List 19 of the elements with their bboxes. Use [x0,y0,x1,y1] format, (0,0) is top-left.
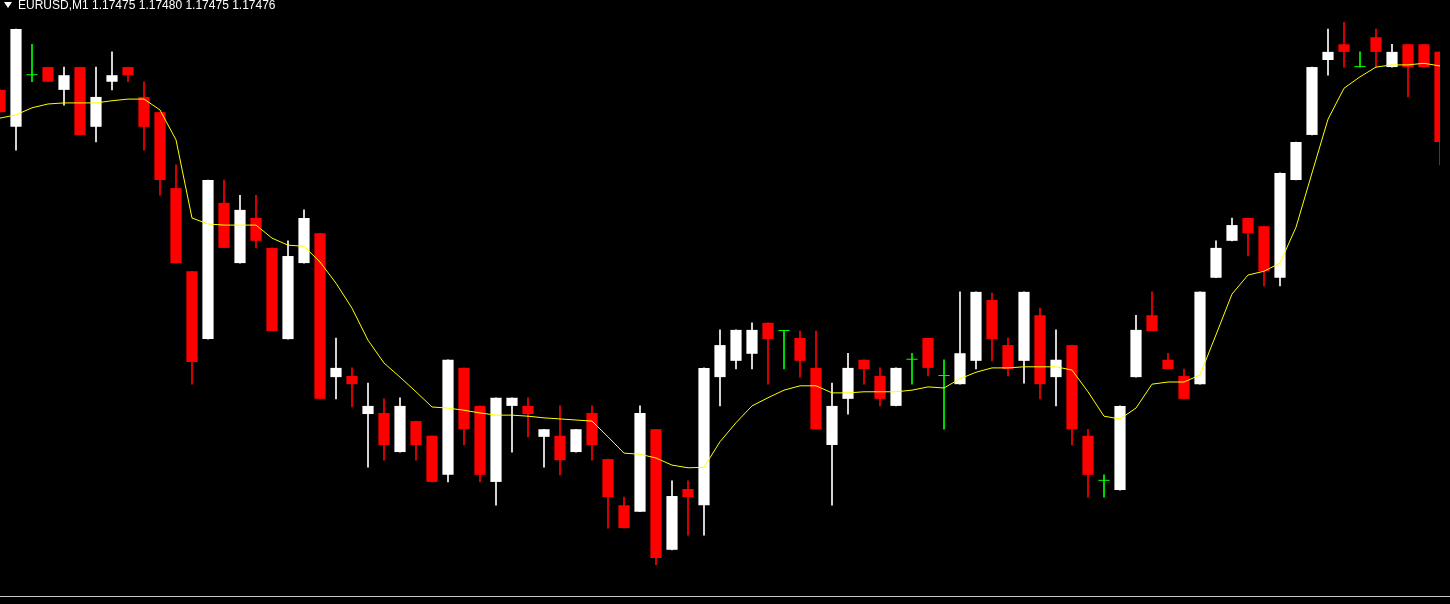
candlestick [1354,51,1366,68]
candlestick [778,329,790,370]
candlestick [938,359,950,430]
candlestick [106,51,118,91]
candlestick [346,367,358,408]
candlestick [682,480,694,536]
candlestick [522,397,534,438]
candlestick [762,322,774,385]
candlestick [1322,28,1334,76]
chart-title: EURUSD,M1 1.17475 1.17480 1.17475 1.17476 [18,0,276,12]
candlestick [906,352,918,385]
candlestick [330,337,342,400]
candlestick [1338,22,1350,68]
candlestick [26,43,38,83]
candlestick [538,428,550,468]
candlestick [1098,474,1110,498]
candlestick [506,397,518,453]
candlestick [362,382,374,468]
candlestick [1050,329,1062,407]
